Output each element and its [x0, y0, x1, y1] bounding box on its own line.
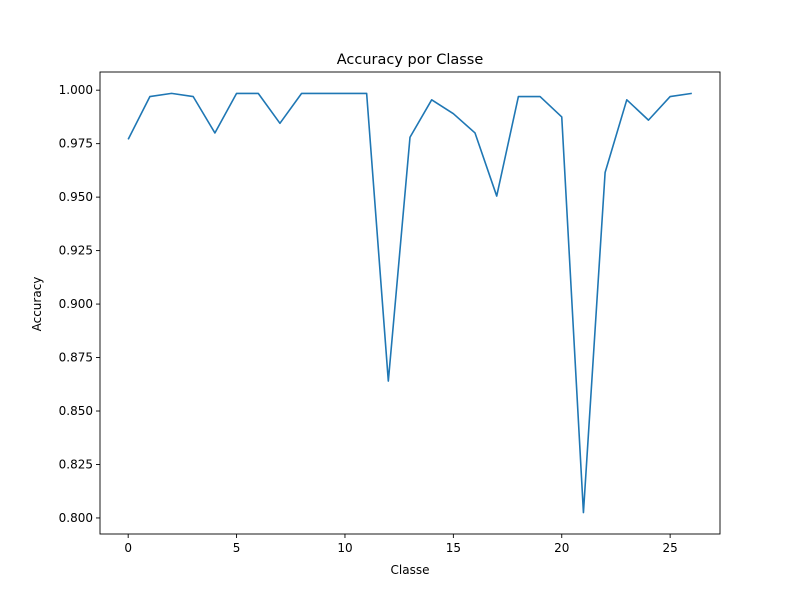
y-tick-label: 0.850	[59, 404, 93, 418]
y-tick-label: 0.800	[59, 511, 93, 525]
y-tick-label: 0.950	[59, 190, 93, 204]
x-tick-label: 25	[662, 541, 677, 555]
chart-title: Accuracy por Classe	[337, 52, 484, 68]
x-tick-label: 0	[124, 541, 132, 555]
y-axis-label: Accuracy	[30, 277, 44, 332]
x-axis-label: Classe	[391, 563, 430, 577]
y-tick-label: 0.825	[59, 457, 93, 471]
y-tick-label: 0.875	[59, 351, 93, 365]
series-line-0	[127, 92, 692, 514]
x-tick-label: 10	[337, 541, 352, 555]
axes-frame	[99, 71, 721, 535]
x-tick-label: 15	[446, 541, 461, 555]
x-tick-label: 5	[233, 541, 241, 555]
y-tick-label: 0.900	[59, 297, 93, 311]
y-tick-label: 0.925	[59, 244, 93, 258]
y-tick-label: 0.975	[59, 137, 93, 151]
y-tick-label: 1.000	[59, 83, 93, 97]
x-tick-label: 20	[554, 541, 569, 555]
